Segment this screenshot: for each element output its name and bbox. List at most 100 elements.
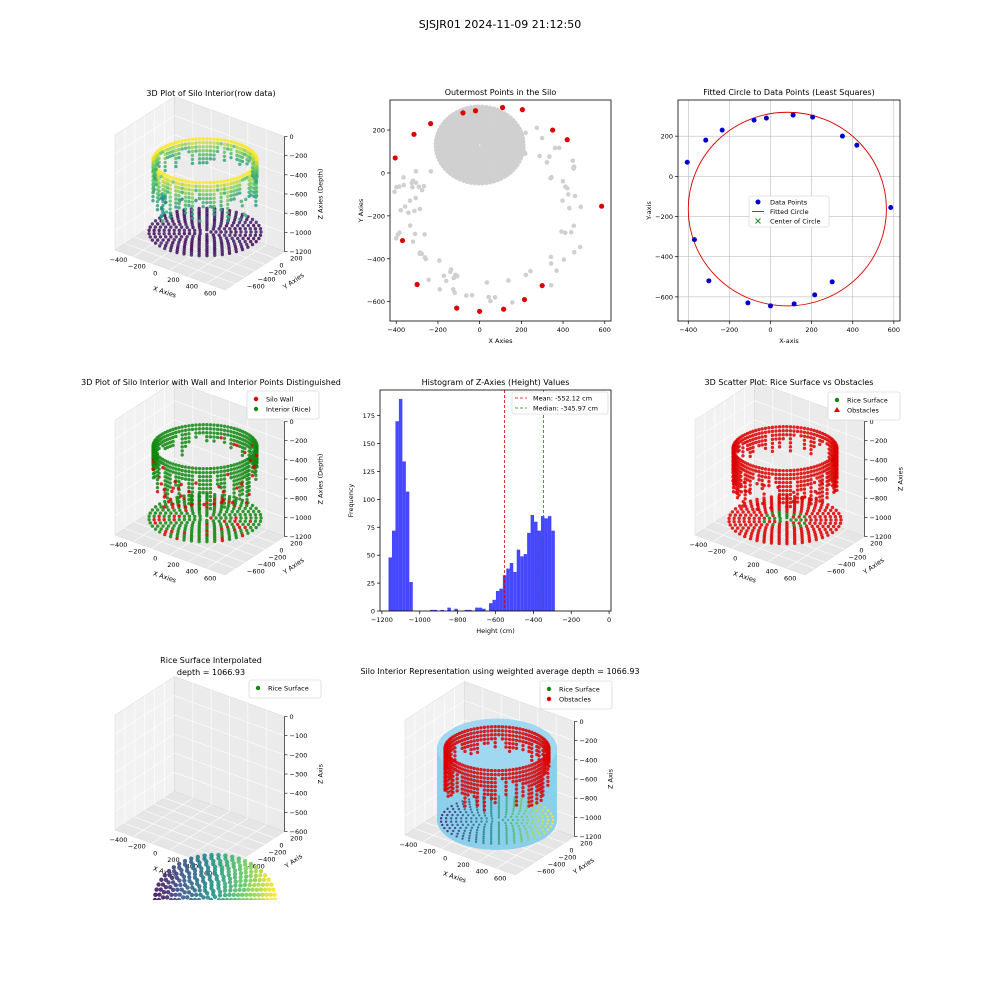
interior-point bbox=[402, 204, 408, 209]
wall-point bbox=[535, 797, 539, 801]
surface-point bbox=[497, 801, 501, 804]
wall-point bbox=[190, 212, 195, 216]
wall-point bbox=[244, 214, 248, 218]
wall-point bbox=[255, 161, 259, 165]
surface-point bbox=[762, 516, 767, 521]
wall-point bbox=[832, 463, 836, 467]
surface-point bbox=[175, 250, 179, 255]
x-tick-label: 400 bbox=[186, 568, 198, 576]
wall-point bbox=[743, 477, 747, 481]
wall-point bbox=[249, 454, 253, 459]
surface-point bbox=[163, 530, 168, 534]
surface-point bbox=[468, 800, 471, 804]
wall-point bbox=[180, 464, 184, 469]
y-tick-label: −200 bbox=[655, 213, 673, 221]
surface-point bbox=[497, 795, 501, 798]
wall-point bbox=[547, 749, 551, 753]
surface-point bbox=[482, 837, 485, 840]
outer-point bbox=[392, 155, 398, 161]
interior-point bbox=[513, 130, 519, 136]
rice-surface-point bbox=[160, 895, 166, 900]
surface-point bbox=[459, 826, 462, 830]
wall-point bbox=[255, 165, 259, 169]
wall-point bbox=[795, 488, 800, 492]
z-tick-label: −1200 bbox=[870, 533, 892, 541]
wall-point bbox=[731, 467, 736, 472]
rice-surface-point bbox=[258, 873, 263, 878]
wall-point bbox=[475, 791, 480, 795]
wall-point bbox=[183, 432, 188, 437]
surface-point bbox=[533, 825, 537, 828]
wall-point bbox=[190, 204, 195, 208]
legend-box bbox=[511, 391, 609, 415]
wall-point bbox=[479, 767, 483, 772]
wall-point bbox=[815, 472, 819, 476]
surface-point bbox=[444, 820, 448, 823]
data-point bbox=[790, 112, 796, 118]
wall-point bbox=[221, 490, 226, 494]
surface-point bbox=[759, 523, 764, 527]
rice-surface-point bbox=[191, 933, 195, 937]
rice-surface-point bbox=[194, 881, 200, 887]
wall-point bbox=[183, 473, 188, 477]
surface-point bbox=[448, 810, 451, 814]
wall-point bbox=[174, 426, 178, 431]
x-tick-label: 200 bbox=[457, 861, 469, 869]
wall-point bbox=[741, 446, 745, 450]
x-tick-label: −800 bbox=[449, 616, 467, 624]
surface-point bbox=[226, 527, 231, 532]
wall-point bbox=[215, 137, 220, 142]
wall-point bbox=[235, 184, 239, 188]
histogram-bar bbox=[551, 530, 555, 611]
surface-point bbox=[238, 513, 242, 517]
wall-point bbox=[743, 485, 747, 489]
surface-point bbox=[165, 527, 169, 531]
wall-point bbox=[479, 738, 483, 742]
surface-point bbox=[762, 496, 766, 500]
wall-point bbox=[504, 768, 508, 773]
wall-point bbox=[238, 444, 242, 449]
wall-point bbox=[238, 493, 242, 497]
wall-point bbox=[183, 179, 188, 183]
wall-point bbox=[180, 182, 184, 187]
interior-point bbox=[472, 129, 478, 135]
wall-point bbox=[238, 146, 242, 151]
surface-point bbox=[439, 817, 443, 820]
wall-point bbox=[187, 490, 191, 494]
rice-surface-point bbox=[236, 903, 240, 907]
surface-point bbox=[205, 253, 209, 258]
surface-point bbox=[198, 231, 202, 236]
rice-surface-point bbox=[223, 853, 228, 858]
interior-point bbox=[552, 145, 558, 151]
rice-surface-point bbox=[198, 903, 202, 907]
wall-point bbox=[197, 502, 202, 507]
wall-point bbox=[489, 796, 494, 801]
surface-point bbox=[490, 810, 493, 813]
wall-point bbox=[469, 786, 473, 790]
grid-line bbox=[114, 695, 285, 736]
surface-point bbox=[771, 522, 775, 527]
wall-point bbox=[244, 501, 249, 505]
histogram-bar bbox=[520, 556, 524, 611]
wall-point bbox=[530, 779, 534, 783]
legend-marker bbox=[546, 686, 552, 692]
surface-point bbox=[482, 832, 485, 836]
wall-point bbox=[187, 179, 191, 184]
interior-point bbox=[521, 142, 526, 148]
interior-point bbox=[487, 179, 493, 185]
wall-point bbox=[507, 741, 512, 746]
wall-point bbox=[222, 473, 227, 477]
wall-point bbox=[190, 423, 195, 428]
wall-point bbox=[777, 472, 782, 477]
rice-surface-point bbox=[248, 873, 253, 879]
histogram-bar bbox=[492, 599, 496, 611]
surface-point bbox=[167, 231, 171, 236]
rice-surface-point bbox=[216, 913, 220, 917]
surface-point bbox=[443, 826, 446, 830]
wall-point bbox=[755, 482, 759, 486]
z-tick-label: −200 bbox=[580, 737, 598, 745]
wall-point bbox=[240, 155, 245, 160]
rice-surface-point bbox=[267, 908, 271, 912]
legend-marker bbox=[253, 396, 259, 402]
